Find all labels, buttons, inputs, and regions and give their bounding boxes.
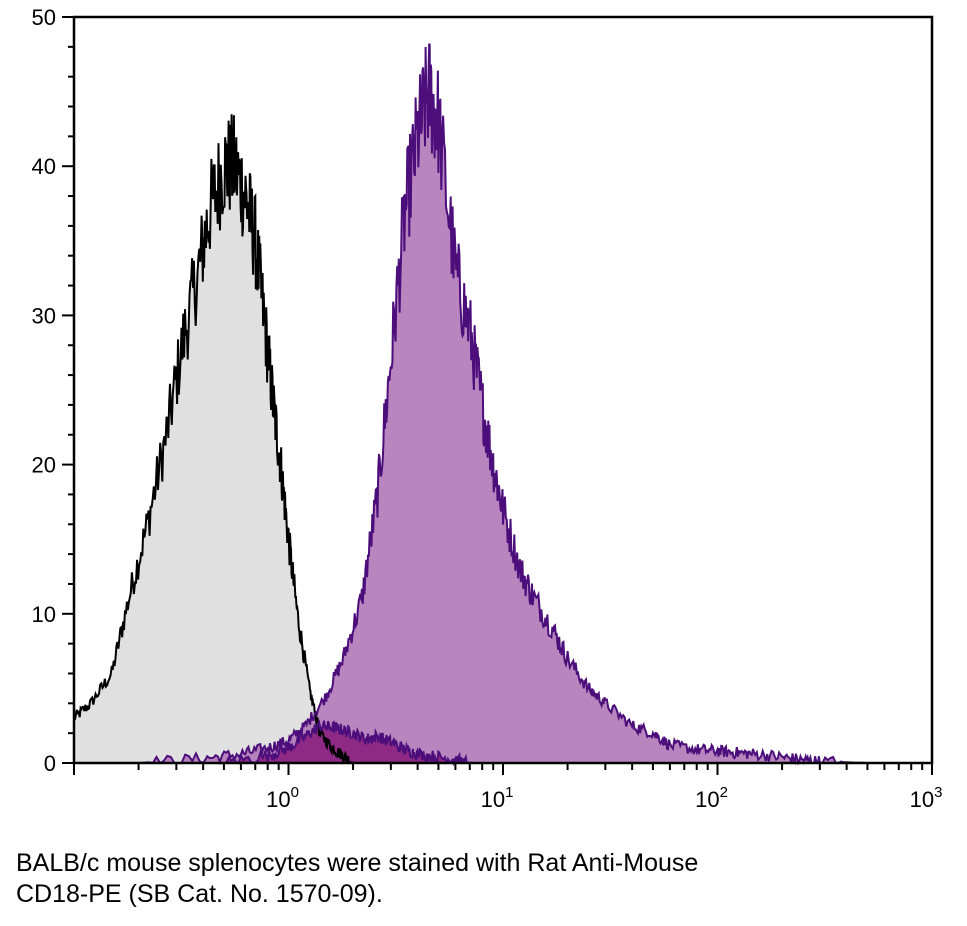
figure-caption: BALB/c mouse splenocytes were stained wi… [16, 848, 916, 910]
x-tick-label: 102 [695, 784, 728, 812]
y-tick-label: 30 [32, 303, 56, 328]
series-3-line [223, 719, 471, 767]
y-tick-label: 40 [32, 154, 56, 179]
series-2-line [138, 43, 868, 766]
histogram-chart: 0 10 20 30 40 50 100 101 102 103 [32, 5, 943, 812]
y-tick-label: 0 [44, 751, 56, 776]
histogram-areas [74, 43, 868, 764]
series-3-area [223, 720, 470, 763]
series-1-line [73, 114, 354, 765]
x-tick-label: 103 [910, 784, 943, 812]
series-2-area [138, 43, 868, 763]
x-tick-label: 100 [266, 784, 299, 812]
histogram-lines [73, 43, 868, 767]
y-axis: 0 10 20 30 40 50 [32, 5, 74, 776]
x-tick-label: 101 [481, 784, 514, 812]
y-tick-label: 20 [32, 453, 56, 478]
x-axis: 100 101 102 103 [73, 763, 943, 812]
y-tick-label: 50 [32, 5, 56, 30]
caption-line-2: CD18-PE (SB Cat. No. 1570-09). [16, 880, 383, 908]
y-tick-label: 10 [32, 602, 56, 627]
series-1-area [74, 114, 354, 764]
caption-line-1: BALB/c mouse splenocytes were stained wi… [16, 849, 699, 877]
